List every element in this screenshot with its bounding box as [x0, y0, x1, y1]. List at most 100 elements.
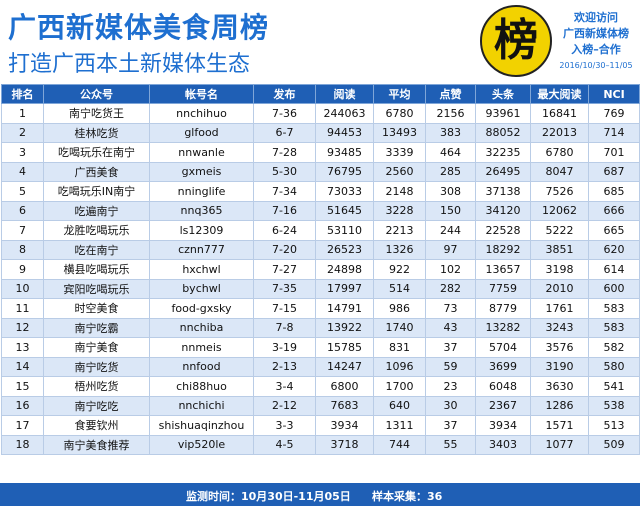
table-cell: 1700 [373, 376, 426, 397]
header: 广西新媒体美食周榜 打造广西本土新媒体生态 榜 欢迎访问 广西新媒体榜 入榜–合… [0, 0, 640, 82]
table-row: 6 吃遍南宁 nnq365 7-16 51645 3228 150 34120 12062 666 [1, 200, 640, 221]
ranking-table: 排名 公众号 帐号名 发布 阅读 平均 点赞 头条 最大阅读 NCI 1 南宁吃货王 nnchihuo… [1, 84, 640, 455]
table-cell: nnwanle [149, 142, 254, 163]
table-cell: 714 [588, 122, 640, 143]
table-cell: 8 [1, 239, 44, 260]
table-cell: food-gxsky [149, 298, 254, 319]
table-cell: 43 [425, 317, 476, 338]
table-cell: 150 [425, 200, 476, 221]
table-cell: 26495 [475, 161, 531, 182]
table-cell: nnq365 [149, 200, 254, 221]
table-cell: 10 [1, 278, 44, 299]
table-cell: 2-12 [253, 395, 316, 416]
table-cell: ls12309 [149, 220, 254, 241]
table-cell: 7 [1, 220, 44, 241]
table-cell: 5 [1, 181, 44, 202]
table-cell: 73033 [315, 181, 374, 202]
table-cell: nninglife [149, 181, 254, 202]
table-cell: nnmeis [149, 337, 254, 358]
table-cell: 3934 [475, 415, 531, 436]
table-cell: 102 [425, 259, 476, 280]
table-cell: 南宁美食推荐 [43, 434, 150, 455]
table-cell: 7683 [315, 395, 374, 416]
table-cell: 580 [588, 356, 640, 377]
table-cell: 3718 [315, 434, 374, 455]
table-cell: 55 [425, 434, 476, 455]
table-cell: 2213 [373, 220, 426, 241]
table-cell: 3403 [475, 434, 531, 455]
table-cell: 13282 [475, 317, 531, 338]
table-cell: 8047 [530, 161, 589, 182]
table-row: 14 南宁吃货 nnfood 2-13 14247 1096 59 3699 3190 580 [1, 356, 640, 377]
table-cell: 6800 [315, 376, 374, 397]
table-cell: 26523 [315, 239, 374, 260]
column-header: 阅读 [315, 84, 374, 104]
column-header: 头条 [475, 84, 531, 104]
table-cell: 1096 [373, 356, 426, 377]
table-cell: 22528 [475, 220, 531, 241]
table-cell: 16841 [530, 103, 589, 124]
table-cell: 308 [425, 181, 476, 202]
table-cell: 7-34 [253, 181, 316, 202]
table-cell: 24898 [315, 259, 374, 280]
table-cell: 244 [425, 220, 476, 241]
table-cell: 2156 [425, 103, 476, 124]
table-cell: 13657 [475, 259, 531, 280]
table-cell: 538 [588, 395, 640, 416]
table-row: 3 吃喝玩乐在南宁 nnwanle 7-28 93485 3339 464 32235 6780… [1, 142, 640, 163]
table-cell: 32235 [475, 142, 531, 163]
column-header: 点赞 [425, 84, 476, 104]
table-cell: 34120 [475, 200, 531, 221]
table-cell: 15 [1, 376, 44, 397]
table-cell: 2010 [530, 278, 589, 299]
table-cell: 6 [1, 200, 44, 221]
table-cell: 18 [1, 434, 44, 455]
table-cell: vip520le [149, 434, 254, 455]
table-cell: gxmeis [149, 161, 254, 182]
table-cell: 7-8 [253, 317, 316, 338]
column-header: 平均 [373, 84, 426, 104]
table-cell: 7-20 [253, 239, 316, 260]
table-cell: 横县吃喝玩乐 [43, 259, 150, 280]
table-cell: 541 [588, 376, 640, 397]
table-row: 4 广西美食 gxmeis 5-30 76795 2560 285 26495 8047 687 [1, 161, 640, 182]
table-cell: 9 [1, 259, 44, 280]
column-header: 帐号名 [149, 84, 254, 104]
table-header-row: 排名 公众号 帐号名 发布 阅读 平均 点赞 头条 最大阅读 NCI [1, 84, 640, 104]
column-header: 最大阅读 [530, 84, 589, 104]
table-row: 8 吃在南宁 cznn777 7-20 26523 1326 97 18292 3851 620 [1, 239, 640, 260]
monitor-period: 监测时间：10月30日-11月05日 [186, 490, 351, 503]
table-cell: 3851 [530, 239, 589, 260]
table-cell: bychwl [149, 278, 254, 299]
table-cell: shishuaqinzhou [149, 415, 254, 436]
column-header: NCI [588, 84, 640, 104]
table-cell: 3243 [530, 317, 589, 338]
ranking-badge-logo: 榜 [480, 5, 552, 77]
table-cell: 3 [1, 142, 44, 163]
table-cell: 1326 [373, 239, 426, 260]
table-row: 5 吃喝玩乐IN南宁 nninglife 7-34 73033 2148 308 37138 7… [1, 181, 640, 202]
footer-bar: 监测时间：10月30日-11月05日 样本采集：36 [0, 483, 640, 506]
table-cell: 6-24 [253, 220, 316, 241]
table-cell: 3699 [475, 356, 531, 377]
table-cell: 53110 [315, 220, 374, 241]
table-cell: 3339 [373, 142, 426, 163]
table-row: 2 桂林吃货 glfood 6-7 94453 13493 383 88052 22013 714 [1, 122, 640, 143]
table-cell: 南宁美食 [43, 337, 150, 358]
table-cell: 17997 [315, 278, 374, 299]
table-cell: 南宁吃霸 [43, 317, 150, 338]
welcome-line-2: 广西新媒体榜 [563, 27, 629, 40]
table-cell: 2560 [373, 161, 426, 182]
table-cell: 15785 [315, 337, 374, 358]
table-cell: 14247 [315, 356, 374, 377]
table-cell: 1571 [530, 415, 589, 436]
table-cell: 97 [425, 239, 476, 260]
table-cell: 701 [588, 142, 640, 163]
table-row: 1 南宁吃货王 nnchihuo 7-36 244063 6780 2156 93961 168… [1, 103, 640, 124]
table-cell: 2 [1, 122, 44, 143]
table-cell: 744 [373, 434, 426, 455]
table-cell: 13922 [315, 317, 374, 338]
table-row: 9 横县吃喝玩乐 hxchwl 7-27 24898 922 102 13657 3198 614 [1, 259, 640, 280]
table-cell: 4-5 [253, 434, 316, 455]
table-cell: 11 [1, 298, 44, 319]
